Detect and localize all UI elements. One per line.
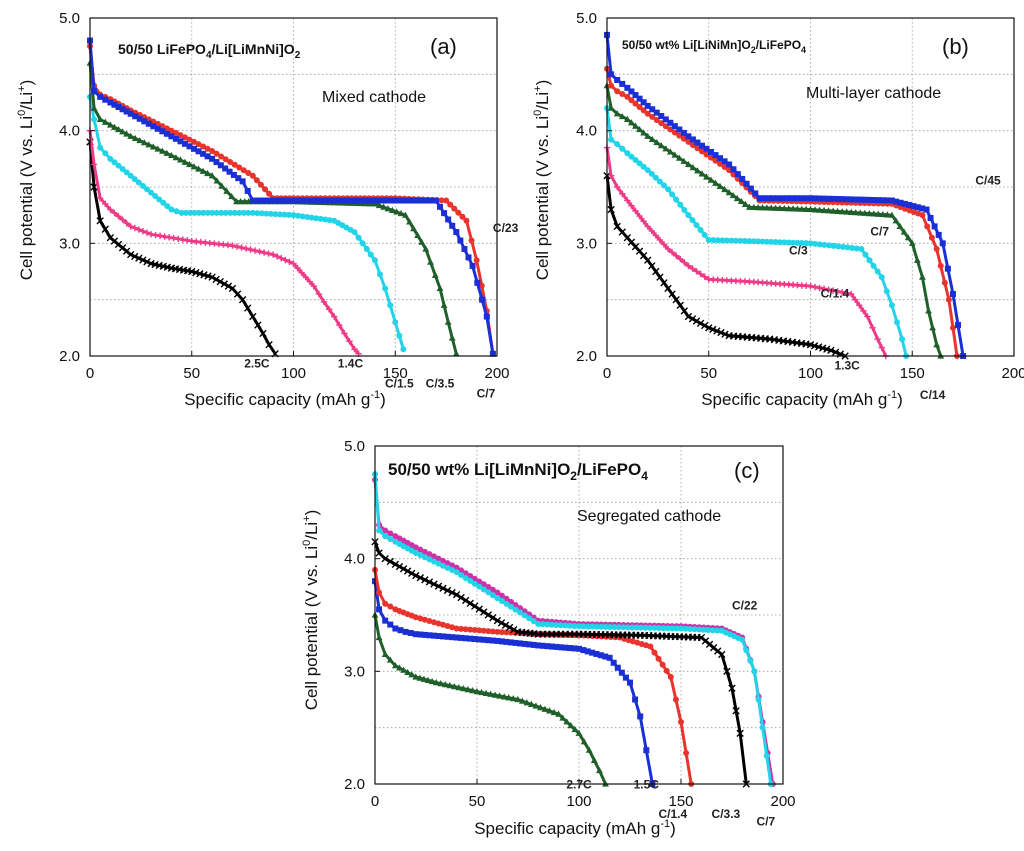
panel-b-xtick-label: 150 [900, 365, 925, 382]
panel-a-ytick-label: 2.0 [59, 348, 80, 365]
panel-a-curve-line [88, 62, 458, 355]
panel-c-rate-label: C/7 [756, 815, 775, 829]
panel-b-rate-label: C/7 [870, 224, 889, 238]
panel-b-ylabel: Cell potential (V vs. Li0/Li+) [532, 80, 552, 281]
panel-c-series-1_5C [372, 578, 656, 787]
panel-a: 0 50 100 150 200 2.0 3.0 4.0 5.0 50/50 LiFePO4/L… [16, 10, 519, 409]
panel-a-xtick-label: 150 [383, 365, 408, 382]
panel-c-rate-labels: 2.7C 1.5C C/1.4 C/3.3 C/22 C/7 [566, 598, 775, 828]
panel-a-title: 50/50 LiFePO4/Li[LiMnNi]O2 [118, 41, 301, 61]
panel-c-series-C3_3 [371, 538, 750, 788]
panel-c-ytick-label: 2.0 [344, 776, 365, 793]
panel-b-title: 50/50 wt% Li[LiNiMn]O2/LiFePO4 [622, 38, 806, 55]
panel-c-xtick-label: 50 [469, 793, 486, 810]
panel-c-rate-label: C/3.3 [712, 807, 741, 821]
panel-a-rate-label: C/7 [477, 387, 496, 401]
panel-c-label: (c) [734, 458, 760, 483]
panel-a-xtick-label: 100 [281, 365, 306, 382]
panel-a-rate-labels: 2.5C 1.4C C/1.5 C/3.5 C/23 C/7 [244, 221, 518, 401]
panel-b-rate-label: C/14 [920, 388, 946, 402]
panel-a-curves [86, 37, 496, 358]
panel-c-ytick-label: 5.0 [344, 438, 365, 455]
panel-c-series-C7 [372, 471, 774, 787]
panel-a-ytick-label: 5.0 [59, 10, 80, 27]
panel-b-gridlines [607, 18, 1014, 356]
panel-c-curves [371, 471, 776, 788]
panel-a-ticks: 0 50 100 150 200 2.0 3.0 4.0 5.0 [59, 10, 509, 382]
panel-a-series-C1_5 [87, 93, 407, 353]
panel-a-rate-label: C/1.5 [385, 377, 414, 391]
panel-b-ytick-label: 4.0 [576, 123, 597, 140]
panel-b-rate-label: 1.3C [834, 359, 860, 373]
panel-a-xtick-label: 0 [86, 365, 94, 382]
panel-c: 0 50 100 150 200 2.0 3.0 4.0 5.0 50/50 wt% Li[Li… [301, 438, 796, 838]
panel-b-rate-label: C/3 [789, 244, 808, 258]
panel-b-xtick-label: 100 [798, 365, 823, 382]
panel-c-rate-label: C/1.4 [658, 807, 687, 821]
panel-a-rate-label: 2.5C [244, 356, 270, 370]
panel-b-series-C1_4 [603, 144, 889, 360]
panel-b-curves [603, 31, 967, 360]
panel-b-ytick-label: 3.0 [576, 235, 597, 252]
panel-a-series-2_5C [86, 138, 279, 358]
panel-c-series-2_7C [371, 611, 609, 787]
panel-b-ytick-label: 5.0 [576, 10, 597, 27]
panel-c-ytick-label: 3.0 [344, 663, 365, 680]
panel-b-xtick-label: 200 [1001, 365, 1024, 382]
panel-a-curve-line [88, 96, 405, 350]
panel-c-xtick-label: 150 [668, 793, 693, 810]
panel-b-xtick-label: 0 [603, 365, 611, 382]
panel-b-series-C45 [604, 31, 967, 359]
panel-c-note: Segregated cathode [577, 508, 721, 525]
panel-c-xtick-label: 0 [371, 793, 379, 810]
panel-b-xtick-label: 50 [700, 365, 717, 382]
panel-a-ylabel: Cell potential (V vs. Li0/Li+) [16, 80, 36, 281]
panel-c-xlabel: Specific capacity (mAh g-1) [474, 818, 676, 838]
panel-a-gridlines [90, 18, 497, 356]
panel-b-ticks: 0 50 100 150 200 2.0 3.0 4.0 5.0 [576, 10, 1024, 382]
panel-b-note: Multi-layer cathode [806, 85, 941, 102]
panel-b-xlabel: Specific capacity (mAh g-1) [701, 389, 903, 409]
panel-b-rate-label: C/45 [975, 174, 1001, 188]
panel-c-ylabel: Cell potential (V vs. Li0/Li+) [301, 510, 321, 711]
panel-c-rate-label: 1.5C [634, 778, 660, 792]
panel-a-note: Mixed cathode [322, 89, 426, 106]
panel-a-ytick-label: 4.0 [59, 123, 80, 140]
panel-a-rate-label: 1.4C [338, 356, 364, 370]
panel-b-curve-line [605, 147, 888, 357]
panel-c-ticks: 0 50 100 150 200 2.0 3.0 4.0 5.0 [344, 438, 795, 810]
panel-a-ytick-label: 3.0 [59, 235, 80, 252]
panel-b-label: (b) [942, 34, 969, 59]
panel-a-series-C7 [87, 37, 496, 357]
panel-a-xtick-label: 200 [484, 365, 509, 382]
panel-a-label: (a) [430, 34, 457, 59]
panel-c-rate-label: C/22 [732, 598, 758, 612]
panel-b-ytick-label: 2.0 [576, 348, 597, 365]
panel-a-xlabel: Specific capacity (mAh g-1) [184, 389, 386, 409]
panel-c-ytick-label: 4.0 [344, 551, 365, 568]
panel-b-rate-label: C/1.4 [821, 286, 850, 300]
panel-b-curve-line [605, 85, 943, 357]
panel-a-series-1_4C [86, 127, 362, 357]
panel-c-title: 50/50 wt% Li[LiMnNi]O2/LiFePO4 [388, 460, 648, 483]
panel-a-rate-label: C/3.5 [426, 377, 455, 391]
panel-b-rate-labels: 1.3C C/1.4 C/3 C/7 C/14 C/45 [789, 174, 1001, 402]
panel-b-series-C3 [604, 105, 910, 359]
panel-b: 0 50 100 150 200 2.0 3.0 4.0 5.0 50/50 wt% Li[Li… [532, 10, 1024, 409]
panel-c-xtick-label: 200 [770, 793, 795, 810]
panel-b-series-1_3C [603, 172, 849, 360]
panel-c-xtick-label: 100 [566, 793, 591, 810]
panel-c-rate-label: 2.7C [566, 778, 592, 792]
panel-a-xtick-label: 50 [183, 365, 200, 382]
panel-b-series-C7 [603, 82, 945, 359]
panel-a-curve-line [88, 130, 360, 355]
panel-a-rate-label: C/23 [493, 221, 519, 235]
panel-c-curve-line [373, 541, 748, 785]
